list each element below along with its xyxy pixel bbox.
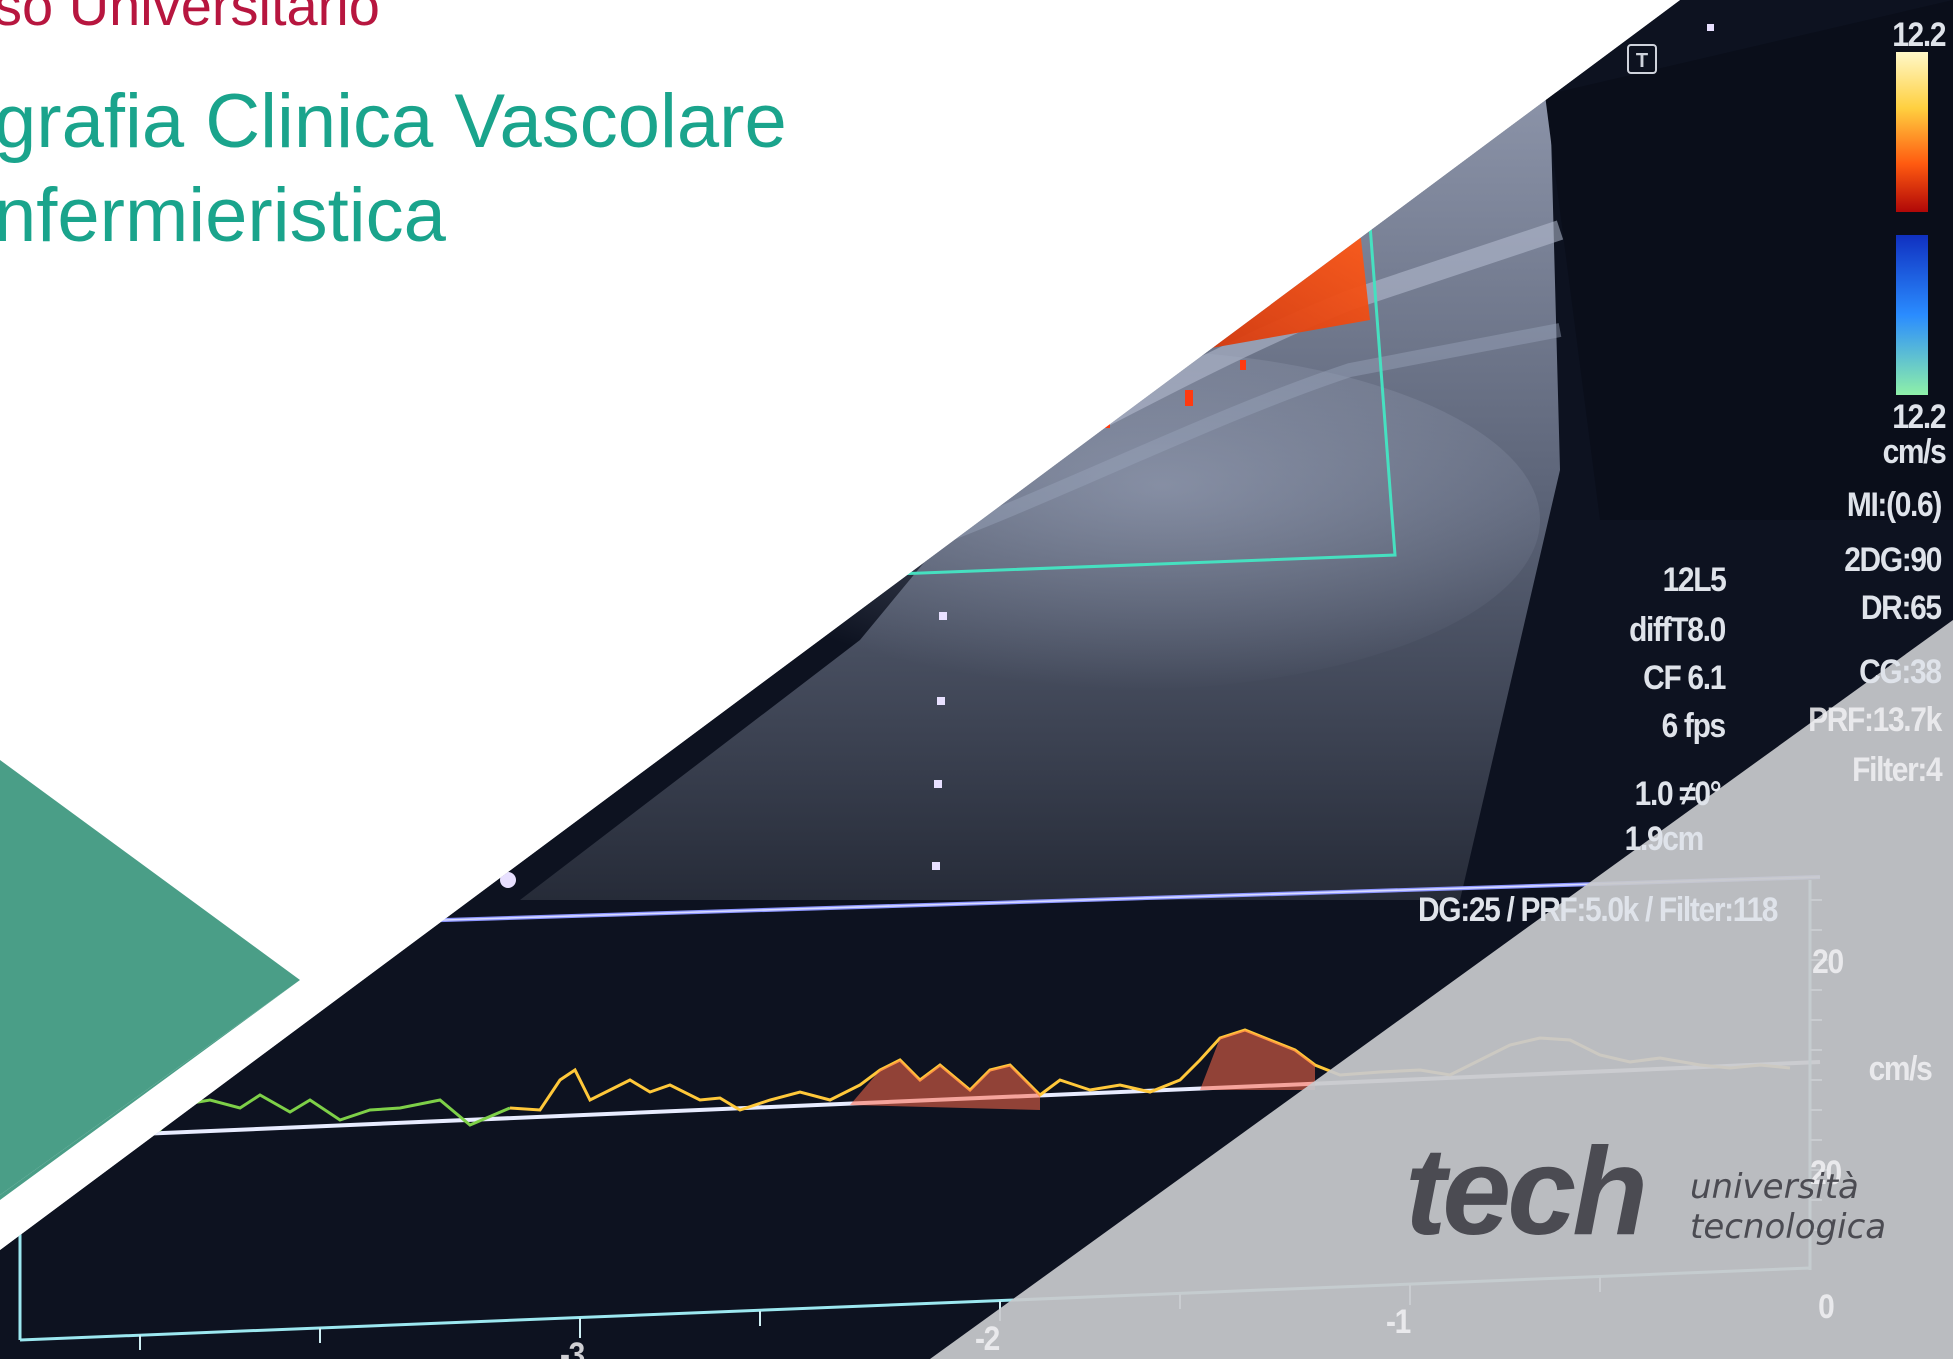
logo-wordmark: tech — [1405, 1123, 1648, 1261]
param-2dg: 2DG:90 — [1844, 541, 1942, 579]
course-type-label: so Universitario — [0, 0, 380, 37]
axis-label-minus3: -3 — [560, 1336, 585, 1359]
param-dr: DR:65 — [1861, 589, 1942, 627]
param-mi: MI:(0.6) — [1846, 486, 1942, 524]
param-filter: Filter:4 — [1851, 751, 1943, 789]
course-title-line1: grafia Clinica Vascolare — [0, 79, 787, 164]
scale-top-label: 12.2 — [1892, 16, 1946, 54]
axis-label-minus1: -1 — [1386, 1303, 1411, 1341]
doppler-params: DG:25 / PRF:5.0k / Filter:118 — [1417, 891, 1778, 929]
axis-label-0: 0 — [1817, 1288, 1835, 1326]
param-cg: CG:38 — [1859, 653, 1942, 691]
axis-label-20-bottom: 20 — [1810, 1154, 1842, 1192]
axis-label-minus2: -2 — [975, 1320, 1000, 1358]
scale-bottom-label: 12.2 — [1892, 398, 1946, 436]
param-angle: 1.0 ≠0° — [1634, 775, 1721, 813]
scale-unit-label: cm/s — [1882, 433, 1946, 471]
param-prf: PRF:13.7k — [1808, 701, 1942, 739]
param-diff: diffT8.0 — [1629, 611, 1726, 649]
axis-label-unit: cm/s — [1868, 1050, 1932, 1088]
svg-text:T: T — [1636, 50, 1648, 72]
param-probe: 12L5 — [1662, 561, 1726, 599]
param-cf: CF 6.1 — [1643, 659, 1726, 697]
tech-logo: tech università tecnologica — [1405, 1130, 1905, 1260]
param-depth: 1.9cm — [1624, 820, 1705, 858]
logo-subtitle-line1: università — [1690, 1167, 1859, 1207]
logo-subtitle-line2: tecnologica — [1690, 1207, 1887, 1247]
course-title-line2: nfermieristica — [0, 173, 446, 258]
param-fps: 6 fps — [1661, 707, 1727, 745]
axis-label-20-top: 20 — [1812, 943, 1844, 981]
